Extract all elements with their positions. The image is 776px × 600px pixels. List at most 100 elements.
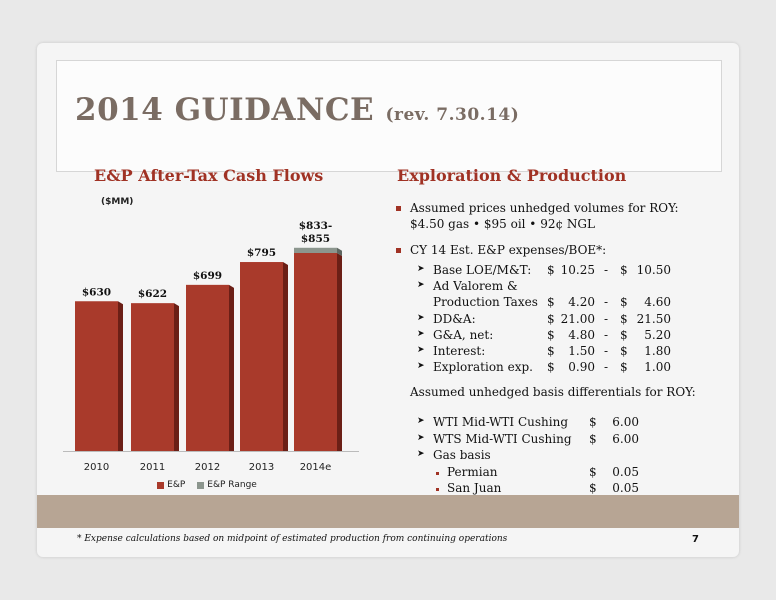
- basis-label: WTI Mid-WTI Cushing: [433, 415, 569, 429]
- footnote: * Expense calculations based on midpoint…: [77, 534, 508, 544]
- expense-high-value: 10.50: [636, 263, 671, 277]
- range-side: [337, 247, 342, 256]
- expense-high-currency: $: [620, 263, 628, 277]
- title-main: 2014 GUIDANCE: [75, 92, 375, 128]
- arrow-bullet-icon: ➤: [417, 432, 425, 443]
- data-label-line: $833-: [299, 220, 333, 232]
- arrow-bullet-icon: ➤: [417, 416, 425, 426]
- gas-basis-value: 0.05: [612, 481, 639, 495]
- expense-low-value: 1.50: [568, 344, 595, 358]
- bar-ep-2013: [240, 262, 283, 451]
- expense-high-currency: $: [620, 344, 628, 358]
- legend-item-ep: E&P: [157, 480, 185, 490]
- expense-high-currency: $: [620, 295, 628, 310]
- legend-swatch-ep: [157, 481, 165, 489]
- arrow-bullet-icon: ➤: [417, 280, 425, 291]
- expense-low-value: 10.25: [560, 263, 595, 277]
- prices-line-2: $4.50 gas • $95 oil • 92¢ NGL: [410, 217, 595, 231]
- expense-label: Ad Valorem &: [433, 279, 518, 294]
- basis-label: Gas basis: [433, 448, 491, 462]
- data-label: $833-$855: [299, 220, 333, 245]
- expense-high-value: 5.20: [644, 327, 671, 342]
- expense-high-value: 4.60: [644, 295, 671, 310]
- expense-dash: -: [604, 344, 609, 358]
- expense-low-value: 4.80: [568, 327, 595, 342]
- x-tick-label: 2013: [249, 462, 274, 473]
- ep-heading: Exploration & Production: [397, 166, 627, 185]
- x-tick-label: 2010: [84, 462, 109, 473]
- x-tick-label: 2014e: [300, 462, 332, 473]
- title-box: [56, 60, 722, 172]
- bar-ep-2012: [186, 284, 229, 451]
- arrow-bullet-icon: ➤: [417, 449, 425, 459]
- legend-label-range: E&P Range: [207, 480, 257, 490]
- arrow-bullet-icon: ➤: [417, 264, 425, 274]
- data-label-line: $622: [138, 288, 167, 300]
- data-label: $795: [247, 247, 276, 259]
- expense-dash: -: [604, 327, 609, 342]
- expense-low-currency: $: [547, 295, 555, 310]
- prices-line-1: Assumed prices unhedged volumes for ROY:: [410, 201, 679, 215]
- bullet-square: [396, 206, 401, 211]
- slide: 2014 GUIDANCE (rev. 7.30.14) E&P After-T…: [37, 43, 739, 557]
- expense-low-value: 4.20: [568, 295, 595, 310]
- expense-high-currency: $: [620, 360, 628, 375]
- data-label: $699: [193, 270, 222, 282]
- bar-side: [118, 301, 123, 451]
- bullet-square: [396, 248, 401, 253]
- bar-side: [229, 284, 234, 451]
- expense-dash: -: [604, 360, 609, 375]
- page-title: 2014 GUIDANCE (rev. 7.30.14): [75, 92, 519, 128]
- legend-item-range: E&P Range: [197, 480, 257, 490]
- gas-basis-currency: $: [589, 464, 597, 479]
- expense-dash: -: [604, 295, 609, 310]
- basis-currency: $: [589, 415, 597, 429]
- gas-basis-label: San Juan: [447, 481, 502, 495]
- expense-high-value: 1.80: [644, 344, 671, 358]
- expense-low-currency: $: [547, 311, 555, 326]
- sub-bullet-icon: [436, 471, 439, 475]
- chart-heading: E&P After-Tax Cash Flows: [94, 166, 324, 185]
- expense-high-currency: $: [620, 327, 628, 342]
- expense-low-currency: $: [547, 263, 555, 277]
- expense-dash: -: [604, 311, 609, 326]
- expense-high-value: 21.50: [636, 311, 671, 326]
- legend-label-ep: E&P: [167, 480, 186, 490]
- expense-label: Exploration exp.: [433, 360, 533, 375]
- legend-swatch-range: [197, 481, 205, 489]
- arrow-bullet-icon: ➤: [417, 361, 425, 372]
- basis-value: 6.00: [612, 431, 639, 446]
- bar-ep-2014e: [294, 253, 337, 451]
- expense-low-currency: $: [547, 327, 555, 342]
- data-label-line: $699: [193, 270, 222, 282]
- x-tick-label: 2012: [195, 462, 220, 473]
- expense-low-currency: $: [547, 344, 555, 358]
- expense-dash: -: [604, 263, 609, 277]
- bar-side: [337, 253, 342, 451]
- expense-label: Base LOE/M&T:: [433, 263, 532, 277]
- bar-ep-2010: [75, 301, 118, 451]
- title-revision: (rev. 7.30.14): [385, 105, 520, 125]
- expense-label: Interest:: [433, 344, 486, 358]
- arrow-bullet-icon: ➤: [417, 312, 425, 323]
- gas-basis-value: 0.05: [612, 464, 639, 479]
- arrow-bullet-icon: ➤: [417, 345, 425, 355]
- x-tick-label: 2011: [140, 462, 165, 473]
- expense-low-currency: $: [547, 360, 555, 375]
- data-label-line: $855: [301, 233, 330, 245]
- unit-label: ($MM): [101, 197, 134, 207]
- footer-band: [37, 495, 739, 528]
- bar-side: [174, 303, 179, 451]
- expense-label: Production Taxes: [433, 295, 538, 310]
- expense-high-value: 1.00: [644, 360, 671, 375]
- page-number: 7: [692, 534, 699, 545]
- data-label: $622: [138, 288, 167, 300]
- expense-high-currency: $: [620, 311, 628, 326]
- sub-bullet-icon: [436, 488, 439, 491]
- data-label-line: $630: [82, 286, 111, 298]
- expense-low-value: 21.00: [560, 311, 595, 326]
- cash-flow-chart: 2010 $630 2011 $622 2012 $699 2013 $795 2014e $83…: [63, 220, 359, 473]
- basis-currency: $: [589, 431, 597, 446]
- chart-legend: E&P E&P Range: [37, 480, 377, 490]
- expense-low-value: 0.90: [568, 360, 595, 375]
